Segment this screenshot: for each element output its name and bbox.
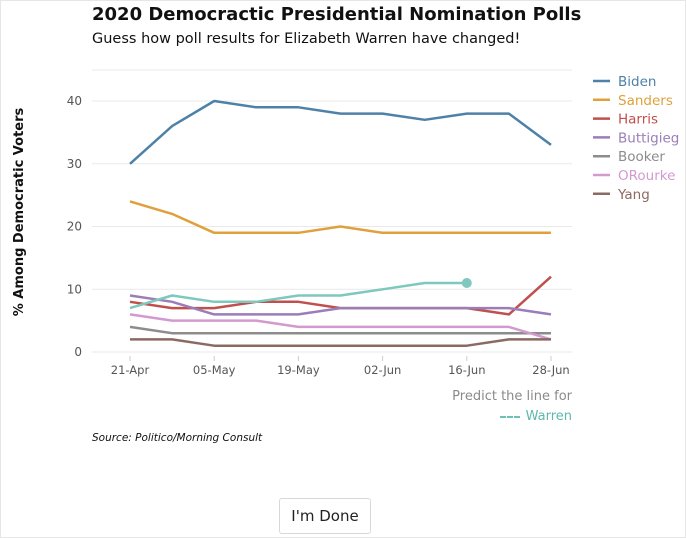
x-tick-label: 28-Jun: [532, 363, 569, 377]
series-line-orourke: [129, 313, 552, 341]
y-tick-label: 40: [67, 94, 82, 108]
line-chart[interactable]: 0 10 20 30 40 21-Apr 05-May 19-May 02-Jun 16-Jun 2…: [0, 0, 686, 440]
series-line-warren: [129, 281, 467, 310]
legend-label: Sanders: [618, 93, 673, 109]
done-button[interactable]: I'm Done: [279, 498, 371, 534]
predict-legend: Warren: [499, 409, 572, 424]
y-tick-label: 0: [74, 345, 82, 359]
y-tick-label: 30: [67, 157, 82, 171]
dashed-line-icon: [499, 415, 520, 418]
legend-label: Buttigieg: [618, 130, 679, 146]
x-tick-label: 16-Jun: [448, 363, 485, 377]
source-note: Source: Politico/Morning Consult: [92, 432, 263, 444]
x-tick-label: 05-May: [193, 363, 236, 377]
legend-label: ORourke: [618, 168, 675, 184]
series-endpoint-marker: [461, 277, 472, 288]
legend-label: Booker: [618, 149, 665, 165]
series-line-biden: [129, 99, 552, 165]
chart-title: 2020 Democractic Presidential Nomination…: [92, 4, 582, 25]
x-tick-label: 19-May: [277, 363, 320, 377]
predict-series-name: Warren: [525, 409, 572, 424]
series-line-yang: [130, 338, 551, 347]
legend-label: Yang: [617, 187, 650, 203]
y-tick-label: 20: [67, 220, 82, 234]
y-tick-label: 10: [67, 282, 82, 296]
chart-subtitle: Guess how poll results for Elizabeth War…: [92, 31, 521, 47]
legend-label: Biden: [618, 74, 656, 90]
series-line-buttigieg: [129, 294, 552, 316]
series-line-sanders: [129, 200, 551, 235]
y-axis-label: % Among Democratic Voters: [12, 107, 27, 316]
x-tick-label: 02-Jun: [364, 363, 401, 377]
x-tick-label: 21-Apr: [111, 363, 150, 377]
legend-label: Harris: [618, 112, 658, 128]
predict-prompt: Predict the line for: [452, 389, 572, 404]
series-line-booker: [129, 325, 551, 335]
